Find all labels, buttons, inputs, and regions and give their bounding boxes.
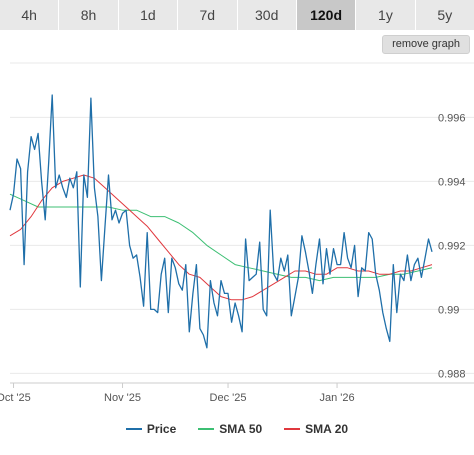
tab-8h[interactable]: 8h (59, 0, 119, 30)
price-chart: 0.988 0.99 0.992 0.994 0.996 Oct '25 Nov '25 D… (0, 62, 474, 404)
tab-120d[interactable]: 120d (296, 0, 357, 30)
tab-1y[interactable]: 1y (356, 0, 416, 30)
legend-swatch-sma50 (198, 428, 215, 430)
legend-item-price[interactable]: Price (125, 420, 177, 438)
x-tick-label: Oct '25 (0, 392, 31, 404)
x-tick-label: Jan '26 (319, 392, 354, 404)
x-axis: Oct '25 Nov '25 Dec '25 Jan '26 (0, 382, 474, 404)
legend-item-sma20[interactable]: SMA 20 (284, 420, 348, 438)
chart-grid (10, 62, 474, 374)
legend-item-sma50[interactable]: SMA 50 (198, 420, 262, 438)
series-line-price (9, 94, 433, 349)
x-tick-label: Dec '25 (210, 392, 247, 404)
tab-5y[interactable]: 5y (415, 0, 474, 30)
chart-legend: Price SMA 50 SMA 20 (0, 420, 474, 438)
legend-label-price: Price (146, 422, 177, 436)
tab-7d[interactable]: 7d (178, 0, 238, 30)
y-axis-labels: 0.988 0.99 0.992 0.994 0.996 (438, 112, 466, 380)
y-tick-label: 0.99 (438, 304, 459, 316)
x-tick-label: Nov '25 (104, 392, 141, 404)
legend-label-sma50: SMA 50 (219, 422, 263, 436)
legend-label-sma20: SMA 20 (305, 422, 349, 436)
y-tick-label: 0.992 (438, 240, 466, 252)
tab-1d[interactable]: 1d (118, 0, 179, 30)
series-line-sma50 (9, 193, 433, 282)
timeframe-tabs: 4h 8h 1d 7d 30d 120d 1y 5y (0, 0, 474, 30)
y-tick-label: 0.994 (438, 176, 466, 188)
legend-swatch-price (125, 428, 142, 430)
y-tick-label: 0.988 (438, 368, 466, 380)
chart-series (9, 94, 433, 349)
remove-graph-button[interactable]: remove graph (382, 35, 470, 54)
legend-swatch-sma20 (284, 428, 301, 430)
y-tick-label: 0.996 (438, 112, 466, 124)
tab-30d[interactable]: 30d (237, 0, 297, 30)
tab-4h[interactable]: 4h (0, 0, 60, 30)
